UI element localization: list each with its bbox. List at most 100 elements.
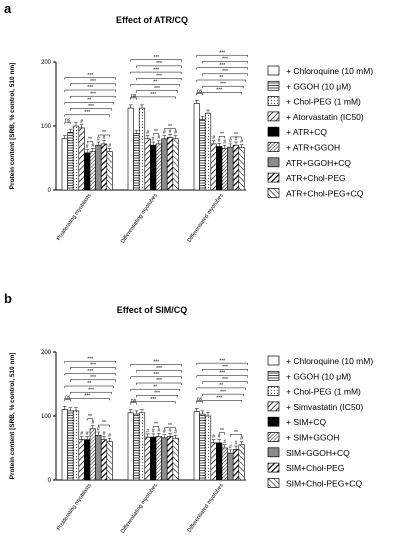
legend-swatch (267, 172, 280, 183)
significance-mark: # (86, 431, 89, 437)
significance-mark: # (235, 137, 238, 143)
category-label: Proliferating myoblasts (56, 483, 93, 532)
bar (133, 413, 140, 481)
bar (106, 151, 113, 191)
significance-label: *** (222, 377, 228, 383)
legend-swatch (267, 370, 280, 381)
bar (67, 132, 74, 191)
bar (232, 448, 240, 481)
significance-bracket (202, 381, 248, 384)
significance-label: *** (150, 92, 156, 98)
legend-swatch (267, 432, 280, 442)
significance-label: *** (219, 63, 225, 69)
bar (61, 409, 68, 481)
legend-label: ATR+Chol-PEG+CQ (286, 188, 364, 198)
significance-label: *** (153, 360, 159, 366)
significance-bracket (130, 97, 137, 100)
bar (72, 410, 80, 481)
significance-label: *** (156, 366, 162, 372)
bar (78, 439, 85, 481)
y-tick-label: 0 (48, 188, 52, 194)
significance-label: *** (87, 73, 93, 79)
significance-mark: # (152, 428, 155, 434)
significance-bracket (196, 54, 248, 58)
significance-bracket (130, 59, 182, 62)
significance-label: ns (65, 395, 71, 401)
bar (166, 137, 174, 191)
significance-mark: # (80, 431, 83, 437)
legend-label: + SIM+CQ (286, 417, 327, 427)
bar (155, 436, 162, 481)
legend-label: + GGOH (10 μM) (286, 371, 351, 381)
significance-label: *** (90, 363, 96, 369)
bar (133, 133, 140, 191)
significance-mark: # (97, 427, 100, 433)
bar (161, 138, 168, 191)
legend-swatch (267, 462, 280, 473)
significance-bracket (64, 399, 71, 402)
legend-swatch (267, 126, 280, 137)
significance-label: *** (220, 81, 226, 87)
significance-label: ns (197, 397, 203, 403)
significance-mark: # (152, 137, 155, 143)
significance-bracket (230, 434, 242, 437)
significance-mark: # (212, 135, 215, 141)
significance-mark: # (108, 143, 111, 149)
significance-mark: # (218, 138, 221, 144)
significance-label: *** (88, 387, 94, 393)
bar (227, 452, 234, 481)
significance-label: *** (220, 389, 226, 395)
bar (227, 146, 234, 191)
legend-swatch (267, 111, 280, 122)
significance-label: *** (154, 391, 160, 397)
significance-mark: # (223, 140, 226, 146)
significance-bracket (230, 136, 242, 139)
bar (193, 103, 200, 191)
category-label: Proliferating myoblasts (56, 193, 93, 242)
legend-label: + Chloroquine (10 mM) (286, 66, 373, 76)
significance-bracket (196, 362, 248, 366)
significance-bracket (136, 65, 182, 68)
legend-swatch (267, 65, 280, 76)
significance-mark: # (146, 130, 149, 136)
significance-label: *** (222, 57, 228, 63)
significance-label: *** (219, 358, 225, 364)
significance-bracket (64, 114, 110, 117)
bar (95, 434, 102, 481)
significance-bracket (130, 364, 182, 367)
significance-label: *** (87, 85, 93, 91)
legend-swatch (267, 188, 280, 198)
bar (89, 151, 96, 191)
bar (204, 112, 212, 191)
significance-mark: # (157, 135, 160, 141)
significance-mark: # (91, 420, 94, 426)
significance-mark: # (163, 429, 166, 435)
y-axis-label: Protein content [SRB, % control, 510 nm] (9, 353, 16, 480)
significance-mark: # (235, 441, 238, 447)
legend-label: + GGOH (10 μM) (286, 81, 351, 91)
bar (100, 143, 108, 191)
y-tick-label: 100 (41, 414, 52, 420)
significance-mark: # (103, 135, 106, 141)
significance-bracket (70, 379, 116, 382)
significance-label: *** (87, 369, 93, 375)
bar (221, 148, 228, 191)
legend-swatch (267, 401, 280, 412)
significance-label: ** (168, 124, 172, 130)
legend-swatch (267, 416, 280, 427)
significance-label: ns (65, 117, 71, 123)
significance-mark: # (169, 129, 172, 135)
bar (172, 138, 179, 191)
significance-label: ** (234, 430, 238, 436)
significance-label: ** (220, 428, 224, 434)
bar (210, 143, 217, 191)
y-tick-label: 100 (41, 124, 52, 130)
bar (61, 138, 68, 191)
significance-bracket (86, 418, 94, 421)
bar (106, 441, 113, 481)
bar (67, 410, 74, 481)
y-axis-label: Protein content [SRB, % control, 510 nm] (9, 63, 16, 190)
legend-label: + SIM+GGOH (286, 433, 339, 443)
significance-label: ns (197, 89, 203, 95)
bar (138, 107, 146, 191)
